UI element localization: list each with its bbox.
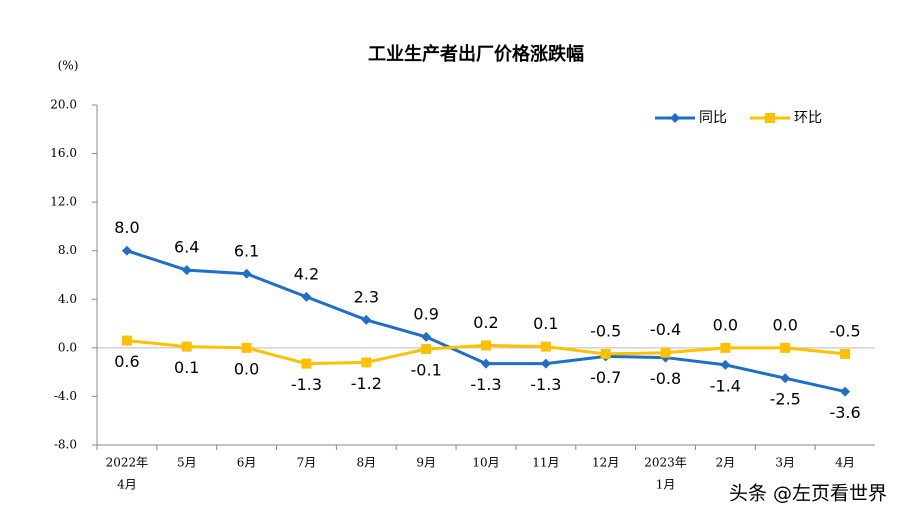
y-tick-label: 12.0 xyxy=(50,195,77,209)
x-tick-label: 2022年 xyxy=(106,456,149,470)
y-tick-label: 0.0 xyxy=(58,340,77,354)
data-label: 4.2 xyxy=(294,264,319,283)
y-tick-label: 4.0 xyxy=(58,292,77,306)
legend-label: 同比 xyxy=(699,110,727,126)
data-label: 0.2 xyxy=(473,313,498,332)
x-tick-label: 4月 xyxy=(117,478,137,492)
data-label: -0.7 xyxy=(590,368,621,387)
data-label: -0.4 xyxy=(650,320,681,339)
watermark: 头条 @左页看世界 xyxy=(729,483,887,505)
x-tick-label: 12月 xyxy=(592,456,619,470)
data-label: -1.4 xyxy=(710,376,741,395)
data-label: 6.1 xyxy=(234,241,259,260)
point xyxy=(765,113,775,123)
point xyxy=(121,335,132,346)
point xyxy=(481,340,491,351)
data-label: 0.0 xyxy=(234,359,259,378)
point xyxy=(421,344,432,355)
point xyxy=(780,342,791,353)
x-tick-label: 7月 xyxy=(297,456,317,470)
data-label: -1.3 xyxy=(291,375,322,394)
x-tick-label: 4月 xyxy=(835,456,855,470)
point xyxy=(241,268,252,279)
data-label: -1.2 xyxy=(351,374,382,393)
point xyxy=(421,331,432,342)
point xyxy=(660,347,671,358)
data-label: 0.9 xyxy=(413,304,438,323)
x-tick-label: 10月 xyxy=(472,456,499,470)
data-label: 8.0 xyxy=(114,218,139,237)
data-label: -1.3 xyxy=(530,375,561,394)
data-label: 2.3 xyxy=(354,287,379,306)
data-label: -0.1 xyxy=(411,361,442,380)
data-label: 0.6 xyxy=(114,352,139,371)
point xyxy=(241,342,252,353)
point xyxy=(670,113,680,123)
point xyxy=(780,373,791,384)
data-label: -3.6 xyxy=(829,403,860,422)
data-label: -0.5 xyxy=(590,321,621,340)
x-tick-label: 11月 xyxy=(532,456,559,470)
x-tick-label: 2023年 xyxy=(644,456,687,470)
data-label: -1.3 xyxy=(470,375,501,394)
data-label: -0.8 xyxy=(650,369,681,388)
point xyxy=(600,348,611,359)
point xyxy=(301,358,312,369)
data-label: -0.5 xyxy=(829,321,860,340)
x-tick-label: 2月 xyxy=(716,456,736,470)
point xyxy=(361,357,372,368)
point xyxy=(540,341,551,352)
y-tick-label: 8.0 xyxy=(58,243,77,257)
data-label: 0.1 xyxy=(533,314,558,333)
x-tick-label: 5月 xyxy=(177,456,197,470)
y-tick-label: -4.0 xyxy=(54,389,77,403)
point xyxy=(481,358,491,369)
data-label: 0.0 xyxy=(713,315,738,334)
point xyxy=(301,291,312,302)
data-label: 0.0 xyxy=(773,315,798,334)
x-tick-label: 8月 xyxy=(356,456,376,470)
x-tick-label: 9月 xyxy=(416,456,436,470)
y-tick-label: 20.0 xyxy=(50,98,77,112)
point xyxy=(121,245,132,256)
point xyxy=(720,359,731,370)
legend-label: 环比 xyxy=(794,110,822,126)
y-tick-label: -8.0 xyxy=(54,438,77,452)
y-unit: (%) xyxy=(58,59,79,73)
point xyxy=(720,342,731,353)
x-tick-label: 1月 xyxy=(656,478,676,492)
data-label: 6.4 xyxy=(174,238,199,257)
x-tick-label: 6月 xyxy=(237,456,257,470)
point xyxy=(540,358,551,369)
data-label: -2.5 xyxy=(770,390,801,409)
chart-title: 工业生产者出厂价格涨跌幅 xyxy=(368,43,584,65)
x-tick-label: 3月 xyxy=(775,456,795,470)
data-label: 0.1 xyxy=(174,358,199,377)
point xyxy=(181,341,192,352)
point xyxy=(361,314,372,325)
point xyxy=(840,386,851,397)
point xyxy=(181,265,192,276)
point xyxy=(840,348,851,359)
y-tick-label: 16.0 xyxy=(50,146,77,160)
